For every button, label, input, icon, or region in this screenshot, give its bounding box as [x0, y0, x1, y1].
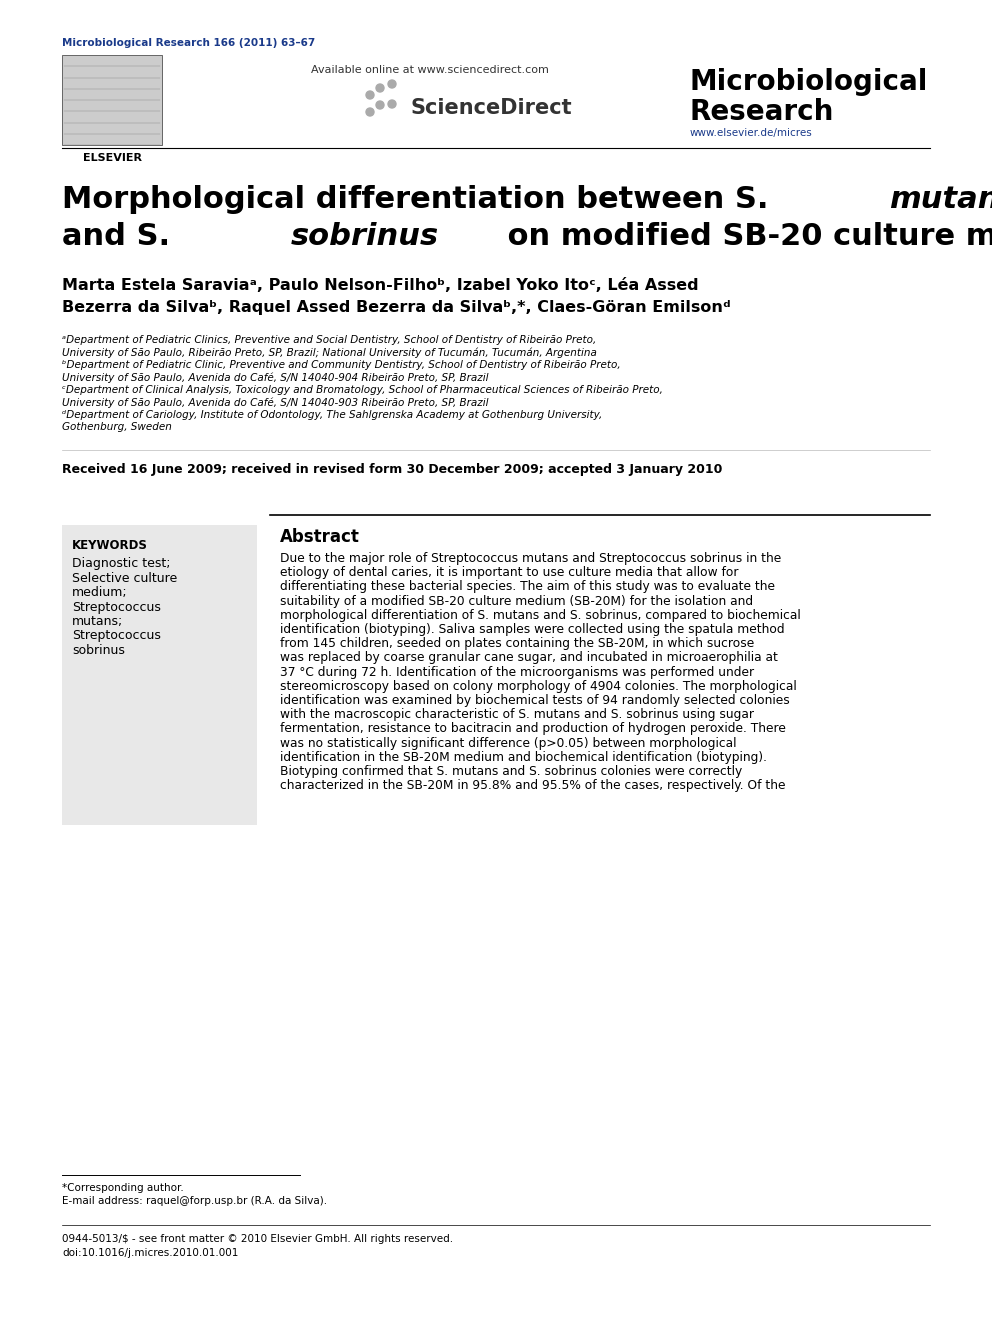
Text: suitability of a modified SB-20 culture medium (SB-20M) for the isolation and: suitability of a modified SB-20 culture … — [280, 594, 753, 607]
Text: sobrinus: sobrinus — [72, 644, 125, 658]
Circle shape — [388, 101, 396, 108]
Text: identification in the SB-20M medium and biochemical identification (biotyping).: identification in the SB-20M medium and … — [280, 750, 767, 763]
Text: was no statistically significant difference (p>0.05) between morphological: was no statistically significant differe… — [280, 737, 736, 750]
Text: Streptococcus: Streptococcus — [72, 630, 161, 643]
Text: was replaced by coarse granular cane sugar, and incubated in microaerophilia at: was replaced by coarse granular cane sug… — [280, 651, 778, 664]
Text: Research: Research — [690, 98, 834, 126]
Bar — [62, 56, 162, 146]
Text: Marta Estela Saraviaᵃ, Paulo Nelson-Filhoᵇ, Izabel Yoko Itoᶜ, Léa Assed: Marta Estela Saraviaᵃ, Paulo Nelson-Filh… — [62, 278, 698, 292]
Text: doi:10.1016/j.micres.2010.01.001: doi:10.1016/j.micres.2010.01.001 — [62, 1248, 238, 1258]
Text: mutans;: mutans; — [72, 615, 123, 628]
Text: ScienceDirect: ScienceDirect — [410, 98, 571, 118]
Text: mutans: mutans — [889, 185, 992, 214]
Text: morphological differentiation of S. mutans and S. sobrinus, compared to biochemi: morphological differentiation of S. muta… — [280, 609, 801, 622]
Text: Morphological differentiation between S.: Morphological differentiation between S. — [62, 185, 779, 214]
Text: Received 16 June 2009; received in revised form 30 December 2009; accepted 3 Jan: Received 16 June 2009; received in revis… — [62, 463, 722, 476]
Text: ᵈDepartment of Cariology, Institute of Odontology, The Sahlgrenska Academy at Go: ᵈDepartment of Cariology, Institute of O… — [62, 410, 602, 419]
Text: www.elsevier.de/micres: www.elsevier.de/micres — [690, 128, 812, 138]
Text: identification (biotyping). Saliva samples were collected using the spatula meth: identification (biotyping). Saliva sampl… — [280, 623, 785, 636]
Text: Selective culture: Selective culture — [72, 572, 178, 585]
Text: Diagnostic test;: Diagnostic test; — [72, 557, 171, 570]
Text: Biotyping confirmed that S. mutans and S. sobrinus colonies were correctly: Biotyping confirmed that S. mutans and S… — [280, 765, 742, 778]
Text: identification was examined by biochemical tests of 94 randomly selected colonie: identification was examined by biochemic… — [280, 695, 790, 706]
Circle shape — [388, 79, 396, 89]
Text: fermentation, resistance to bacitracin and production of hydrogen peroxide. Ther: fermentation, resistance to bacitracin a… — [280, 722, 786, 736]
Text: ᶜDepartment of Clinical Analysis, Toxicology and Bromatology, School of Pharmace: ᶜDepartment of Clinical Analysis, Toxico… — [62, 385, 663, 396]
Text: medium;: medium; — [72, 586, 128, 599]
Circle shape — [376, 101, 384, 108]
Text: University of São Paulo, Ribeirão Preto, SP, Brazil; National University of Tucu: University of São Paulo, Ribeirão Preto,… — [62, 348, 597, 359]
Text: University of São Paulo, Avenida do Café, S/N 14040-904 Ribeirão Preto, SP, Braz: University of São Paulo, Avenida do Café… — [62, 373, 488, 382]
Circle shape — [376, 83, 384, 93]
Text: 0944-5013/$ - see front matter © 2010 Elsevier GmbH. All rights reserved.: 0944-5013/$ - see front matter © 2010 El… — [62, 1234, 453, 1244]
Text: Abstract: Abstract — [280, 528, 360, 546]
Circle shape — [366, 91, 374, 99]
Text: ᵃDepartment of Pediatric Clinics, Preventive and Social Dentistry, School of Den: ᵃDepartment of Pediatric Clinics, Preven… — [62, 335, 596, 345]
Text: Microbiological Research 166 (2011) 63–67: Microbiological Research 166 (2011) 63–6… — [62, 38, 315, 48]
Text: characterized in the SB-20M in 95.8% and 95.5% of the cases, respectively. Of th: characterized in the SB-20M in 95.8% and… — [280, 779, 786, 792]
Text: E-mail address: raquel@forp.usp.br (R.A. da Silva).: E-mail address: raquel@forp.usp.br (R.A.… — [62, 1196, 327, 1207]
Text: Available online at www.sciencedirect.com: Available online at www.sciencedirect.co… — [311, 65, 549, 75]
Text: Gothenburg, Sweden: Gothenburg, Sweden — [62, 422, 172, 433]
Text: University of São Paulo, Avenida do Café, S/N 14040-903 Ribeirão Preto, SP, Braz: University of São Paulo, Avenida do Café… — [62, 397, 488, 407]
Text: and S.: and S. — [62, 222, 181, 251]
Text: ᵇDepartment of Pediatric Clinic, Preventive and Community Dentistry, School of D: ᵇDepartment of Pediatric Clinic, Prevent… — [62, 360, 621, 370]
Text: Microbiological: Microbiological — [690, 67, 929, 97]
Text: from 145 children, seeded on plates containing the SB-20M, in which sucrose: from 145 children, seeded on plates cont… — [280, 638, 754, 650]
FancyBboxPatch shape — [62, 525, 257, 826]
Text: KEYWORDS: KEYWORDS — [72, 538, 148, 552]
Text: with the macroscopic characteristic of S. mutans and S. sobrinus using sugar: with the macroscopic characteristic of S… — [280, 708, 754, 721]
Text: stereomicroscopy based on colony morphology of 4904 colonies. The morphological: stereomicroscopy based on colony morphol… — [280, 680, 797, 693]
Circle shape — [366, 108, 374, 116]
Text: ELSEVIER: ELSEVIER — [82, 153, 142, 163]
Text: 37 °C during 72 h. Identification of the microorganisms was performed under: 37 °C during 72 h. Identification of the… — [280, 665, 754, 679]
Text: differentiating these bacterial species. The aim of this study was to evaluate t: differentiating these bacterial species.… — [280, 581, 775, 594]
Text: *Corresponding author.: *Corresponding author. — [62, 1183, 184, 1193]
Text: on modified SB-20 culture medium: on modified SB-20 culture medium — [498, 222, 992, 251]
Text: Bezerra da Silvaᵇ, Raquel Assed Bezerra da Silvaᵇ,*, Claes-Göran Emilsonᵈ: Bezerra da Silvaᵇ, Raquel Assed Bezerra … — [62, 300, 731, 315]
Text: Streptococcus: Streptococcus — [72, 601, 161, 614]
Text: sobrinus: sobrinus — [291, 222, 438, 251]
Text: etiology of dental caries, it is important to use culture media that allow for: etiology of dental caries, it is importa… — [280, 566, 738, 579]
Text: Due to the major role of Streptococcus mutans and Streptococcus sobrinus in the: Due to the major role of Streptococcus m… — [280, 552, 782, 565]
